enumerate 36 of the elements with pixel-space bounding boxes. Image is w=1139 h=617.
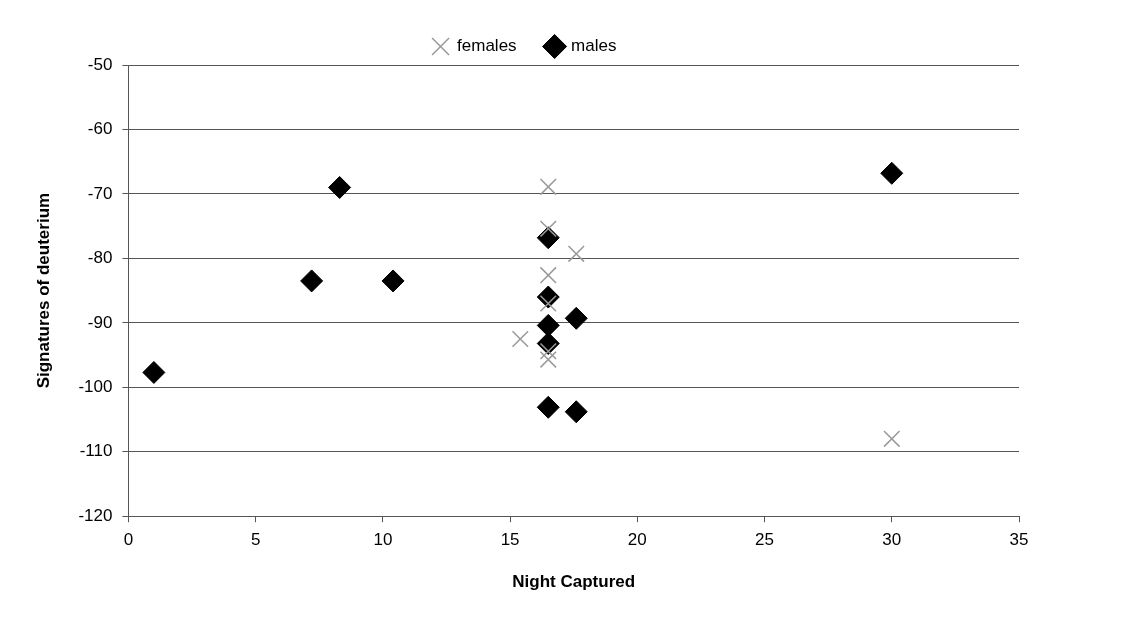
point <box>300 269 324 293</box>
point <box>142 360 166 384</box>
x-tick-label: 5 <box>250 530 261 550</box>
x-axis-title: Night Captured <box>512 572 636 592</box>
x-tick-label: 25 <box>755 530 775 550</box>
point <box>511 330 529 348</box>
point <box>564 306 588 330</box>
x-tick-label: 30 <box>882 530 902 550</box>
point <box>880 161 904 185</box>
legend-label: females <box>457 36 517 56</box>
y-tick-label: -100 <box>78 376 113 396</box>
point <box>539 266 557 284</box>
x-tick-label: 0 <box>123 530 134 550</box>
x-tick-label: 20 <box>627 530 647 550</box>
point <box>381 269 405 293</box>
point <box>564 400 588 424</box>
point <box>883 430 901 448</box>
y-tick-label: -70 <box>87 183 113 203</box>
point <box>536 313 560 337</box>
x-tick-label: 35 <box>1009 530 1029 550</box>
x-tick-label: 15 <box>500 530 520 550</box>
legend-label: males <box>571 36 617 56</box>
point <box>567 245 585 263</box>
point <box>539 294 557 313</box>
y-axis-title: Signatures of deuterium <box>33 192 53 389</box>
point <box>539 351 557 369</box>
y-tick-label: -120 <box>78 505 113 525</box>
point <box>539 178 557 196</box>
point <box>328 175 352 199</box>
y-tick-label: -50 <box>87 54 113 74</box>
y-tick-label: -90 <box>87 312 113 332</box>
x-tick-label: 10 <box>373 530 393 550</box>
y-tick-label: -80 <box>87 248 113 268</box>
y-tick-label: -110 <box>79 441 113 461</box>
point <box>536 395 560 419</box>
y-tick-label: -60 <box>87 119 113 139</box>
